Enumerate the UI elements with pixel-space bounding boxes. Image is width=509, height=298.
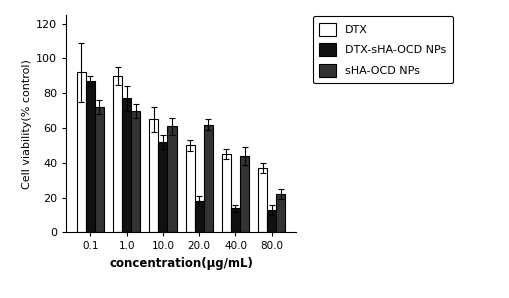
Bar: [258, 168, 267, 232]
Bar: [122, 98, 131, 232]
Bar: [276, 194, 285, 232]
Bar: [231, 208, 240, 232]
Y-axis label: Cell viability(% control): Cell viability(% control): [22, 59, 32, 189]
Bar: [131, 111, 140, 232]
Bar: [194, 201, 203, 232]
Bar: [267, 210, 276, 232]
X-axis label: concentration(μg/mL): concentration(μg/mL): [109, 257, 252, 270]
Bar: [149, 119, 158, 232]
Bar: [221, 154, 231, 232]
Bar: [167, 126, 176, 232]
Bar: [185, 145, 194, 232]
Bar: [86, 81, 95, 232]
Bar: [95, 107, 104, 232]
Bar: [76, 72, 86, 232]
Bar: [240, 156, 248, 232]
Legend: DTX, DTX-sHA-OCD NPs, sHA-OCD NPs: DTX, DTX-sHA-OCD NPs, sHA-OCD NPs: [312, 16, 452, 83]
Bar: [203, 125, 212, 232]
Bar: [113, 76, 122, 232]
Bar: [158, 142, 167, 232]
